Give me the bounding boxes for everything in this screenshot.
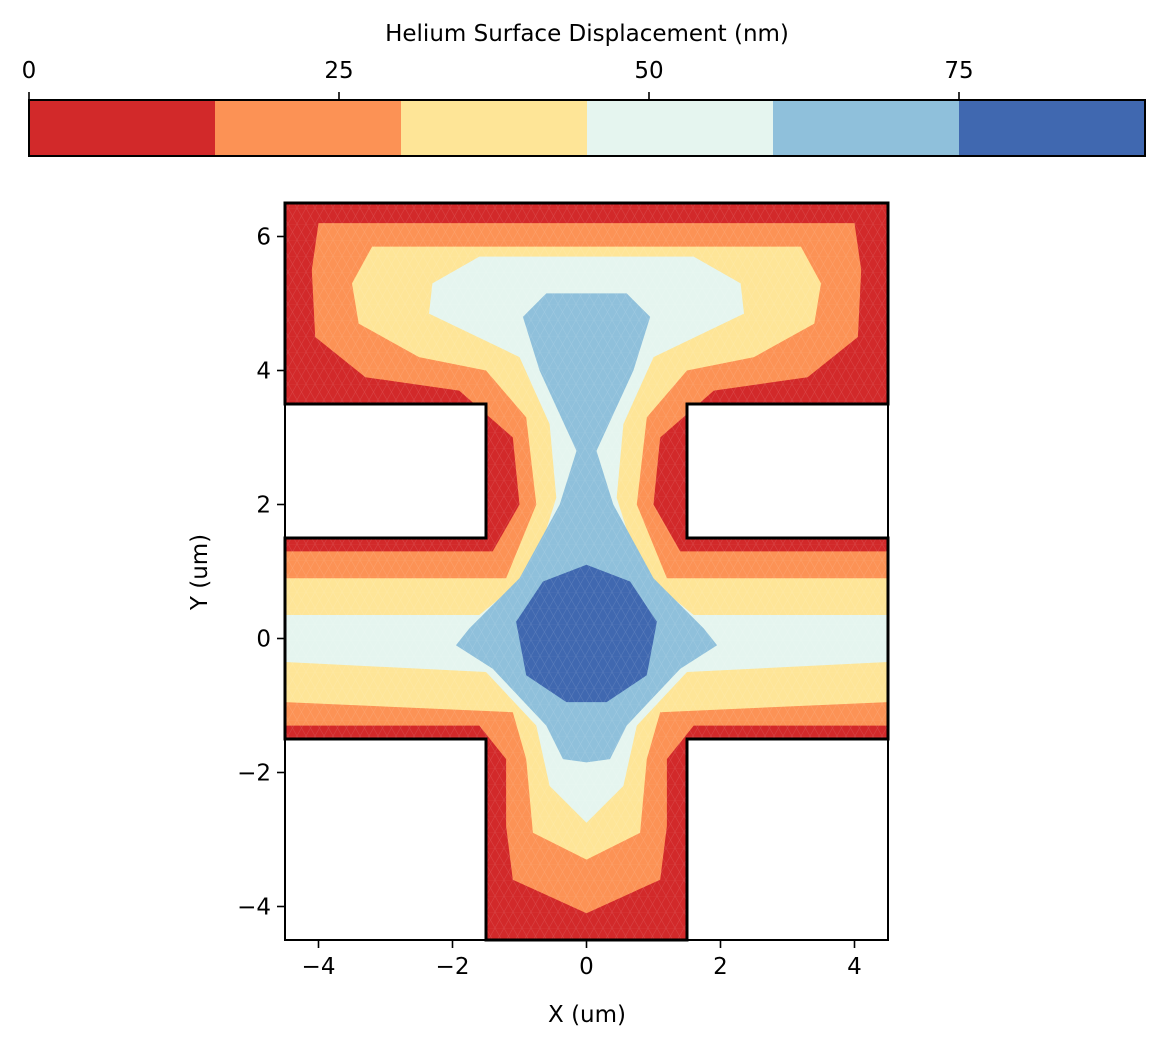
y-tick-label: −4: [237, 895, 271, 921]
colorbar-ticks: 0 25 50 75: [22, 58, 974, 100]
y-tick-label: −2: [237, 761, 271, 787]
colorbar: Helium Surface Displacement (nm) 0 25 50 75: [22, 21, 1146, 157]
colorbar-tick-label: 50: [634, 58, 663, 84]
plot-area: −4 −2 0 2 4 −4 −2 0 2 4 6 X (um) Y (um): [187, 201, 890, 1028]
x-axis-ticks: −4 −2 0 2 4: [302, 940, 862, 980]
colorbar-swatch-0: [29, 100, 215, 156]
colorbar-tick-label: 25: [324, 58, 353, 84]
y-axis-label: Y (um): [187, 534, 213, 611]
y-tick-label: 4: [256, 359, 271, 385]
colorbar-swatch-1: [215, 100, 401, 156]
x-tick-label: 4: [847, 954, 862, 980]
colorbar-tick-label: 0: [22, 58, 37, 84]
colorbar-swatches: [29, 100, 1145, 156]
colorbar-label: Helium Surface Displacement (nm): [385, 21, 789, 47]
x-tick-label: −4: [302, 954, 336, 980]
y-tick-label: 6: [256, 225, 271, 251]
y-axis-ticks: −4 −2 0 2 4 6: [237, 225, 285, 921]
x-tick-label: 0: [579, 954, 594, 980]
colorbar-tick-label: 75: [944, 58, 973, 84]
x-axis-label: X (um): [548, 1002, 626, 1028]
x-tick-label: −2: [436, 954, 470, 980]
colorbar-swatch-3: [587, 100, 773, 156]
colorbar-swatch-4: [773, 100, 959, 156]
y-tick-label: 0: [256, 627, 271, 653]
colorbar-swatch-5: [959, 100, 1145, 156]
x-tick-label: 2: [713, 954, 728, 980]
colorbar-frame: [28, 99, 1146, 157]
y-tick-label: 2: [256, 493, 271, 519]
colorbar-swatch-2: [401, 100, 587, 156]
